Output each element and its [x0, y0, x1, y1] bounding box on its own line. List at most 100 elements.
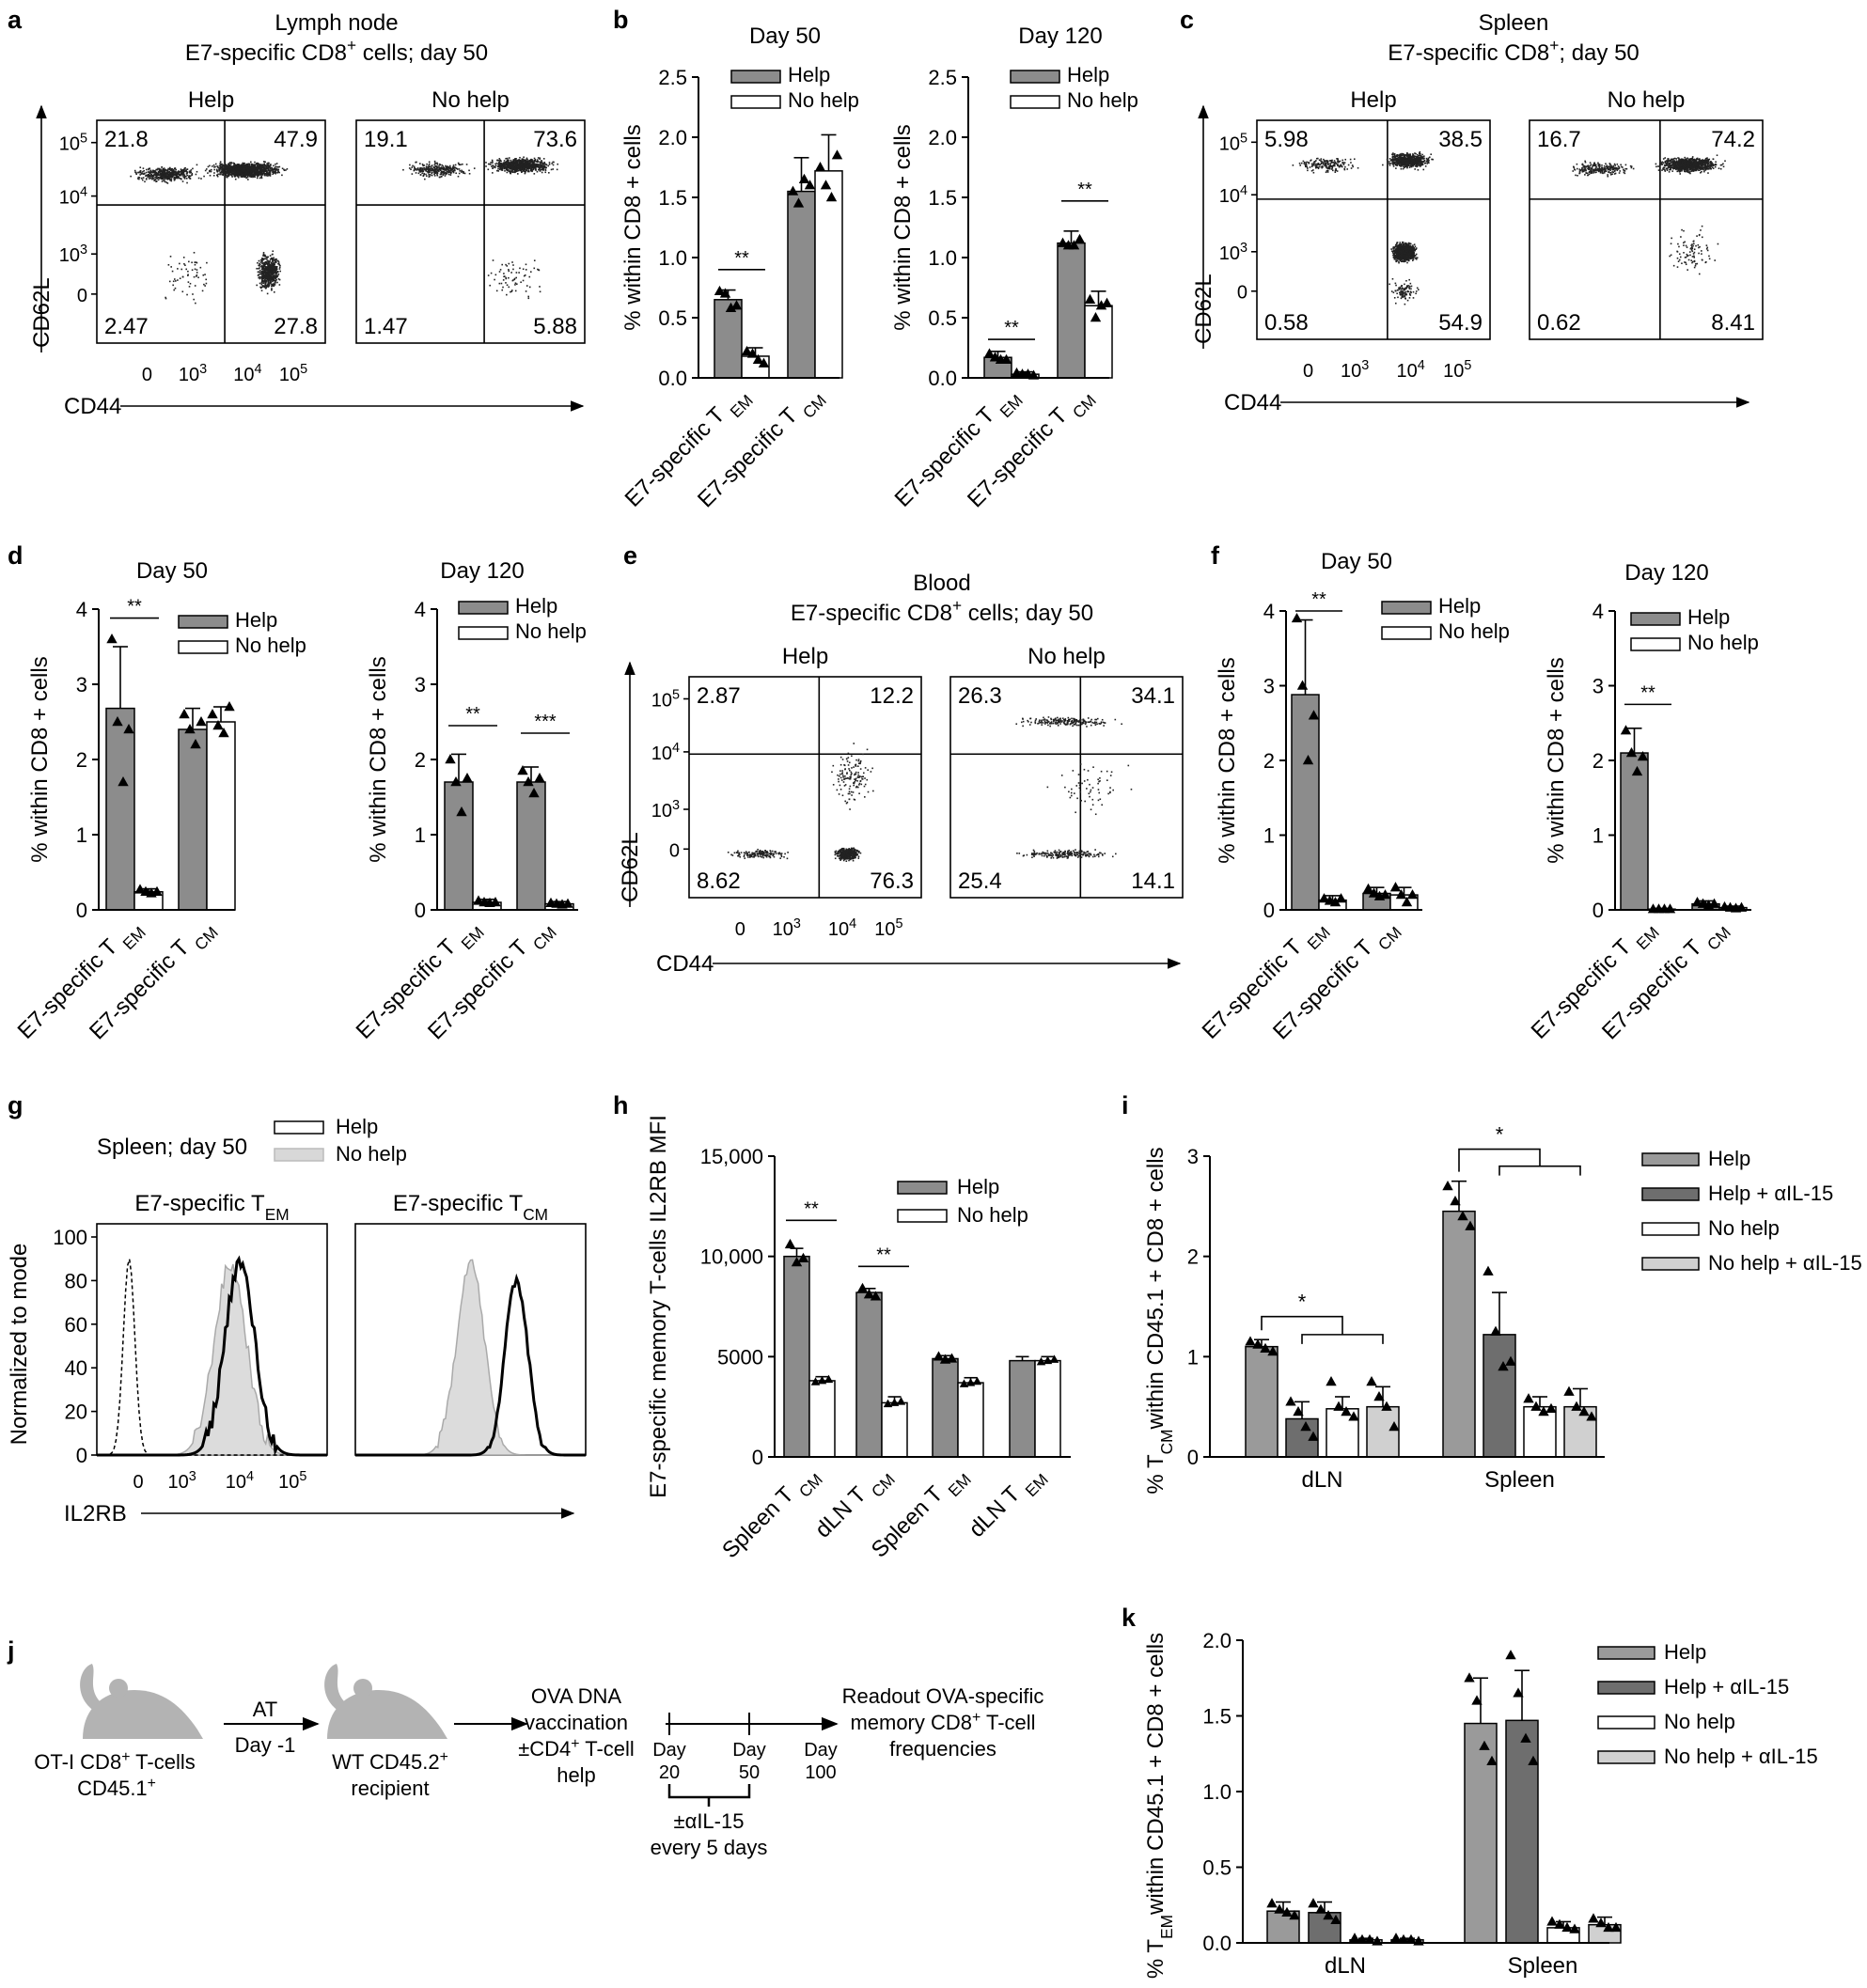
significance-bracket-lower	[1301, 1334, 1384, 1344]
x-tick-label: 103	[179, 362, 207, 385]
panel-letter-g: g	[8, 1091, 24, 1119]
x-tick-label: 104	[226, 1469, 254, 1493]
bar-chart-b-0: Day 50 0.0 0.5 1.0 1.5 2.0 2.5 % within CD8 + c…	[620, 23, 859, 512]
timeline-day-number: 100	[805, 1762, 836, 1783]
legend-label: No help + αIL-15	[1664, 1745, 1818, 1768]
data-point	[1483, 1265, 1494, 1276]
data-point	[490, 897, 501, 907]
bar-no-help	[544, 897, 574, 911]
data-point	[1406, 889, 1419, 900]
recipient-mouse-icon	[324, 1664, 447, 1739]
data-point	[1274, 1903, 1285, 1914]
y-tick-label: 2.0	[658, 126, 687, 149]
x-axis-label: CD44	[1224, 390, 1281, 415]
data-point	[856, 1282, 869, 1292]
significance-stars: **	[804, 1198, 819, 1219]
data-point	[1364, 1933, 1375, 1944]
legend-swatch	[1597, 1750, 1655, 1764]
quadrant-lower-right-pct: 54.9	[1438, 310, 1483, 336]
y-tick-label: 0	[415, 899, 426, 922]
data-point	[1296, 680, 1309, 690]
bar-no-help	[1318, 893, 1347, 911]
panel-title: Blood	[913, 571, 970, 596]
data-point	[1390, 1933, 1402, 1943]
data-point	[151, 885, 163, 896]
bar-chart-f-1: Day 120 0 1 2 3 4 % within CD8 + cells E7-speci…	[1527, 560, 1759, 1044]
bar-no-help	[814, 133, 843, 379]
legend-label-help: Help	[1067, 63, 1109, 86]
data-point	[450, 776, 462, 787]
bar-help	[983, 348, 1012, 379]
y-tick-label: 2.5	[658, 66, 687, 89]
y-axis-label: % within CD8 + cells	[1215, 657, 1240, 863]
data-point	[820, 180, 832, 190]
data-point	[814, 162, 826, 172]
data-point	[1523, 1393, 1534, 1403]
plot-title: Help	[1350, 87, 1396, 113]
plot-title: No help	[431, 87, 510, 113]
bar-help	[855, 1282, 883, 1458]
x-tick-label: 104	[828, 916, 856, 940]
bar-no-help	[1647, 903, 1676, 914]
panel-letter-c: c	[1180, 6, 1194, 34]
y-tick-label: 4	[1592, 600, 1604, 623]
legend-label-no-help: No help	[1687, 631, 1759, 654]
data-point	[218, 728, 229, 738]
legend-swatch	[1597, 1681, 1655, 1695]
data-point	[112, 716, 123, 727]
y-tick-label: 100	[53, 1226, 87, 1249]
legend-swatch-help	[1630, 612, 1681, 626]
y-axis-label: % within CD8 + cells	[620, 124, 646, 330]
bar-no-help	[1389, 882, 1419, 911]
significance-bracket-lower	[1498, 1165, 1581, 1176]
legend-swatch-help	[1010, 70, 1060, 84]
y-tick-label: 1	[76, 823, 87, 847]
y-tick-label: 2.0	[1202, 1629, 1232, 1652]
plot-frame	[96, 119, 326, 344]
quadrant-lower-left-pct: 25.4	[958, 869, 1002, 894]
x-tick-label: 103	[1341, 358, 1369, 382]
legend-label: No help	[1708, 1216, 1780, 1240]
legend-label-no-help: No help	[336, 1142, 407, 1166]
plot-frame	[1529, 119, 1764, 340]
legend-label-no-help: No help	[515, 619, 587, 643]
data-point	[1266, 1898, 1278, 1908]
y-tick-label: 3	[415, 673, 426, 697]
data-point	[1571, 1401, 1582, 1411]
y-tick-label: 105	[59, 132, 87, 155]
quadrant-lower-left-pct: 8.62	[697, 869, 741, 894]
data-point	[1057, 237, 1069, 247]
quadrant-lower-left-pct: 1.47	[364, 314, 408, 339]
legend: Help Help + αIL-15 No help No help + αIL-15	[1597, 1640, 1818, 1768]
data-point	[787, 185, 799, 196]
legend-label-help: Help	[1687, 605, 1730, 629]
data-point	[1486, 1755, 1498, 1765]
bar-no-help	[808, 1374, 836, 1458]
data-point	[1315, 1903, 1326, 1914]
bar-chart-k: 0.0 0.5 1.0 1.5 2.0 % TEMwithin CD45.1 + CD8 …	[1143, 1629, 1818, 1979]
data-point	[1528, 1755, 1539, 1765]
significance-stars: **	[1004, 318, 1019, 338]
panel-title: Lymph node	[275, 10, 398, 36]
bar-help	[932, 1351, 959, 1458]
data-point	[798, 173, 810, 183]
legend-label-no-help: No help	[235, 634, 306, 657]
y-tick-label: 0	[77, 286, 87, 306]
donor-label-line2: CD45.1+	[77, 1776, 156, 1801]
y-tick-label: 1.5	[1202, 1705, 1232, 1729]
data-point	[817, 1375, 827, 1385]
data-point	[1457, 1211, 1468, 1221]
data-point	[870, 1291, 882, 1301]
legend-label-help: Help	[515, 594, 557, 618]
bar-no-help	[1084, 290, 1113, 379]
data-point	[1373, 1391, 1385, 1401]
y-tick-label: 1.0	[658, 246, 687, 270]
x-category-label: E7-specific T EM	[352, 913, 488, 1049]
data-point	[1095, 300, 1107, 310]
panel-subtitle: E7-specific CD8+ cells; day 50	[791, 596, 1093, 626]
data-point	[523, 776, 534, 787]
